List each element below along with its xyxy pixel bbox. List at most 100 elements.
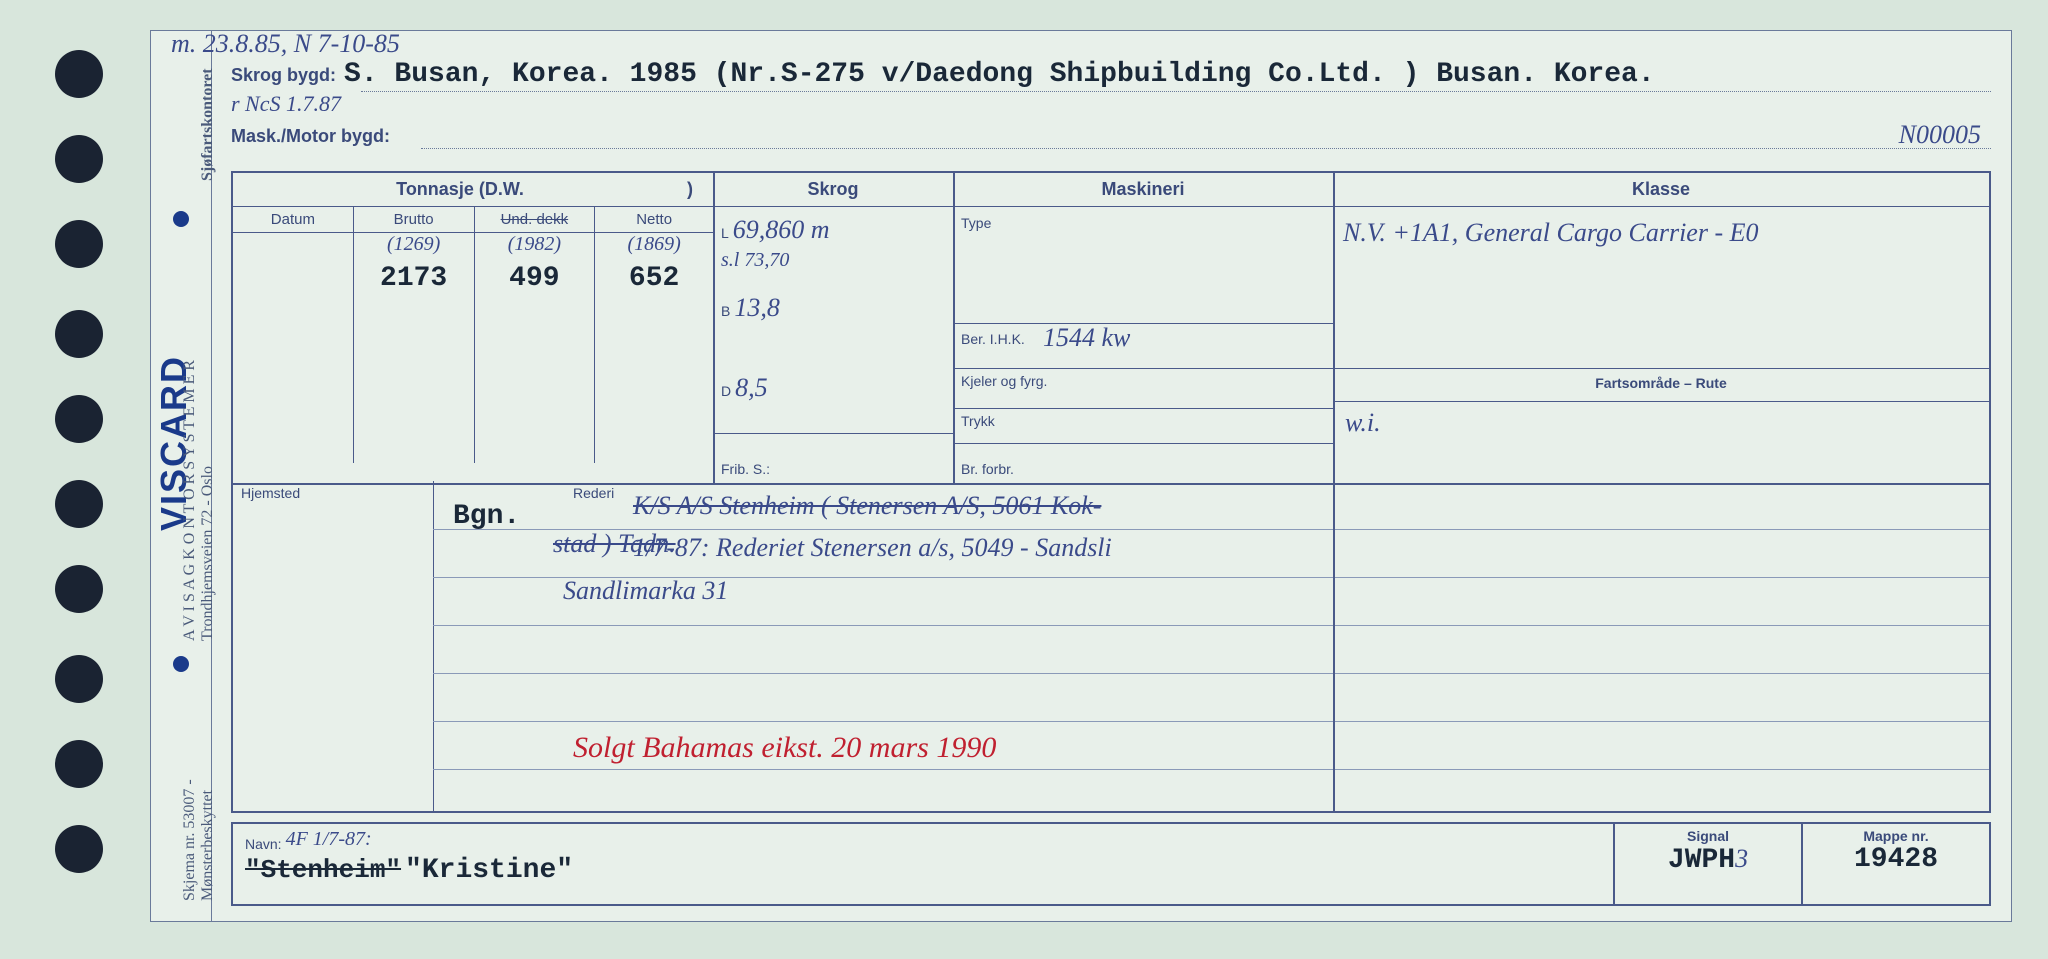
col-tonnasje: Tonnasje (D.W. ) Datum Brutto Und. dekk … [233, 173, 715, 483]
hole [55, 655, 103, 703]
rule [433, 769, 1989, 770]
col-maskineri: Maskineri Type Ber. I.H.K. 1544 kw Kjele… [953, 173, 1335, 483]
sidebar: Sjøfartskontoret VISCARD A V I S A G K O… [151, 31, 212, 921]
rule [433, 625, 1989, 626]
hjemsted-label: Hjemsted [241, 485, 300, 501]
hjemsted-col: Hjemsted [233, 481, 434, 811]
tonnasje-row-old: (1269) (1982) (1869) [233, 233, 713, 263]
rule [953, 323, 1333, 324]
mappe-label: Mappe nr. [1811, 828, 1981, 844]
ber-ihk-label: Ber. I.H.K. [961, 331, 1025, 347]
hole [55, 565, 103, 613]
rule [433, 673, 1989, 674]
hjemsted-value: Bgn. [453, 501, 520, 532]
rule [953, 443, 1333, 444]
unddekk-old: (1982) [475, 233, 596, 263]
col-skrog: Skrog L 69,860 m s.l 73,70 B 13,8 D 8,5 … [713, 173, 955, 483]
tonnasje-label: Tonnasje (D.W. [396, 179, 524, 199]
skrog-D: 8,5 [735, 373, 768, 402]
annotation-top: m. 23.8.85, N 7-10-85 [171, 29, 400, 59]
frib-label: Frib. S.: [721, 461, 770, 477]
rederi-line3: Sandlimarka 31 [563, 576, 728, 606]
hole [55, 740, 103, 788]
annotation-ncs: r NcS 1.7.87 [231, 91, 341, 117]
blue-dot-icon [173, 656, 189, 672]
rule [433, 721, 1989, 722]
skrog-B: 13,8 [734, 293, 780, 322]
datum-label: Datum [233, 207, 354, 232]
punch-holes [20, 20, 130, 939]
col-klasse: Klasse N.V. +1A1, General Cargo Carrier … [1333, 173, 1989, 483]
lower-section: Hjemsted Bgn. Rederi K/S A/S Stenheim ( … [231, 481, 1991, 813]
fartsomrade-label: Fartsområde – Rute [1333, 375, 1989, 391]
hole [55, 395, 103, 443]
footer-signal: Signal JWPH3 [1615, 824, 1803, 904]
brutto-value: 2173 [354, 263, 475, 463]
rule [1333, 368, 1989, 369]
tonnasje-row: 2173 499 652 [233, 263, 713, 463]
motor-bygd-label: Mask./Motor bygd: [231, 126, 390, 146]
visag-label: A V I S A G K O N T O R S Y S T E M E R [181, 360, 199, 641]
klasse-header: Klasse [1333, 173, 1989, 207]
hole [55, 50, 103, 98]
brforbr-label: Br. forbr. [961, 461, 1014, 477]
rederi-sold: Solgt Bahamas eikst. 20 mars 1990 [573, 731, 996, 765]
footer-row: Navn: 4F 1/7-87: "Stenheim" "Kristine" S… [231, 822, 1991, 906]
hole [55, 825, 103, 873]
rederi-line1: K/S A/S Stenheim ( Stenersen A/S, 5061 K… [633, 491, 1101, 521]
signal-value: JWPH [1668, 845, 1735, 876]
skrog-sl: 73,70 [744, 249, 789, 271]
main-grid: Tonnasje (D.W. ) Datum Brutto Und. dekk … [231, 171, 1991, 485]
kjeler-label: Kjeler og fyrg. [961, 373, 1047, 389]
rule [433, 529, 1989, 530]
rule [953, 368, 1333, 369]
navn-value: "Kristine" [405, 855, 573, 886]
skjema-label: Skjema nr. 53007 - [181, 779, 199, 901]
netto-label: Netto [595, 207, 713, 232]
navn-old: "Stenheim" [245, 855, 401, 885]
brutto-label: Brutto [354, 207, 475, 232]
signal-label: Signal [1623, 828, 1793, 844]
brutto-old: (1269) [354, 233, 475, 263]
rule [433, 577, 1989, 578]
navn-note: 4F 1/7-87: [286, 828, 372, 850]
skrog-bygd-label: Skrog bygd: [231, 65, 336, 85]
tonnasje-subheader: Datum Brutto Und. dekk Netto [233, 207, 713, 233]
klasse-value: N.V. +1A1, General Cargo Carrier - E0 [1343, 215, 1979, 251]
skrog-L-row: L 69,860 m [721, 215, 830, 245]
hole [55, 480, 103, 528]
hole [55, 220, 103, 268]
rederi-line2: 1/7-87: Rederiet Stenersen a/s, 5049 - S… [633, 533, 1112, 563]
skrog-D-row: D 8,5 [721, 373, 768, 403]
document-card: Sjøfartskontoret VISCARD A V I S A G K O… [20, 20, 2028, 939]
card-body: Sjøfartskontoret VISCARD A V I S A G K O… [150, 30, 2012, 922]
netto-value: 652 [595, 263, 713, 463]
hole [55, 135, 103, 183]
dotted-rule [361, 91, 1991, 92]
footer-name: Navn: 4F 1/7-87: "Stenheim" "Kristine" [233, 824, 1615, 904]
mappe-value: 19428 [1854, 844, 1938, 875]
motor-bygd-row: Mask./Motor bygd: N00005 [231, 126, 1991, 147]
type-label: Type [961, 215, 991, 231]
footer-mappe: Mappe nr. 19428 [1803, 824, 1989, 904]
rule [953, 408, 1333, 409]
ber-ihk-value: 1544 kw [1043, 323, 1130, 353]
skrog-B-row: B 13,8 [721, 293, 780, 323]
signal-suffix: 3 [1735, 844, 1748, 873]
archive-number: N00005 [1899, 120, 1981, 150]
rule [713, 433, 953, 434]
unddekk-value: 499 [475, 263, 596, 463]
skrog-L: 69,860 m [733, 215, 830, 244]
unddekk-label: Und. dekk [475, 207, 596, 232]
skrog-sl-row: s.l 73,70 [721, 249, 789, 272]
vertical-rule [1333, 481, 1335, 811]
blue-dot-icon [173, 211, 189, 227]
skrog-bygd-value: S. Busan, Korea. 1985 (Nr.S-275 v/Daedon… [344, 59, 1655, 90]
rule [1333, 401, 1989, 402]
content-area: m. 23.8.85, N 7-10-85 Skrog bygd: S. Bus… [211, 31, 2011, 921]
fartsomrade-value: w.i. [1345, 408, 1381, 438]
skrog-header: Skrog [713, 173, 953, 207]
rederi-label: Rederi [573, 485, 614, 501]
trykk-label: Trykk [961, 413, 995, 429]
hole [55, 310, 103, 358]
